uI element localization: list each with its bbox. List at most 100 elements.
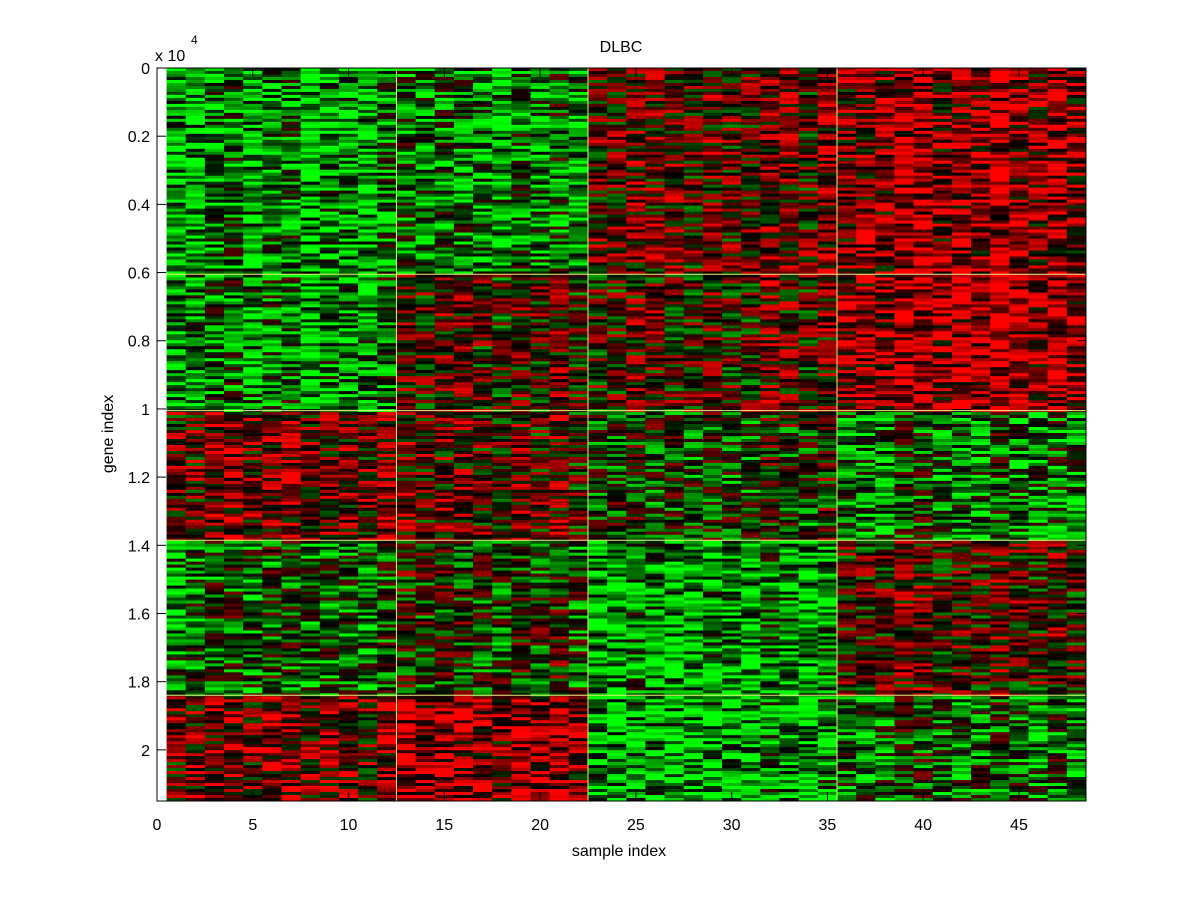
heatmap-cell [453,705,474,709]
heatmap-cell [243,441,263,446]
heatmap-cell [281,109,302,114]
heatmap-cell [204,537,225,542]
heatmap-cell [166,636,187,640]
heatmap-cell [492,684,512,688]
heatmap-cell [377,495,397,500]
heatmap-cell [224,594,244,598]
heatmap-cell [300,139,321,144]
heatmap-cell [338,373,359,377]
heatmap-cell [396,202,416,207]
heatmap-cell [224,774,244,778]
heatmap-cell [549,253,570,257]
heatmap-cell [300,103,321,108]
heatmap-cell [319,148,340,153]
heatmap-cell [224,238,244,242]
heatmap-cell [511,624,531,628]
heatmap-cell [224,277,244,281]
heatmap-cell [492,316,512,320]
heatmap-cell [338,184,359,189]
heatmap-cell [377,127,397,132]
heatmap-cell [281,702,302,706]
heatmap-cell [300,729,321,733]
heatmap-cell [300,744,321,748]
heatmap-cell [396,106,416,111]
heatmap-cell [300,639,321,643]
heatmap-cell [243,516,263,521]
heatmap-cell [224,184,244,189]
heatmap-cell [338,618,359,622]
heatmap-cell [224,367,244,371]
heatmap-cell [281,127,302,132]
heatmap-cell [243,103,263,108]
heatmap-cell [453,525,474,530]
heatmap-cell [281,558,302,563]
heatmap-cell [415,567,436,572]
heatmap-cell [224,325,244,329]
heatmap-cell [415,639,436,643]
heatmap-cell [243,591,263,595]
heatmap-cell [492,283,512,287]
heatmap-cell [166,322,187,326]
heatmap-cell [358,759,378,763]
heatmap-cell [204,543,225,548]
heatmap-cell [434,777,455,781]
heatmap-cell [415,705,436,709]
heatmap-cell [281,301,302,305]
heatmap-cell [492,465,512,470]
heatmap-cell [300,196,321,201]
heatmap-cell [511,477,531,482]
heatmap-cell [338,394,359,398]
heatmap-cell [492,729,512,733]
heatmap-cell [281,438,302,443]
heatmap-cell [377,780,397,784]
heatmap-cell [204,792,225,796]
heatmap-cell [396,103,416,108]
heatmap-cell [319,310,340,314]
heatmap-cell [492,424,512,428]
heatmap-cell [338,501,359,506]
heatmap-cell [415,780,436,784]
heatmap-cell [185,298,206,302]
heatmap-cell [262,226,282,230]
heatmap-cell [549,247,570,251]
heatmap-cell [262,636,282,640]
heatmap-cell [185,88,206,93]
heatmap-cell [530,528,551,533]
heatmap-cell [262,352,282,356]
heatmap-cell [415,471,436,476]
heatmap-cell [511,786,531,790]
heatmap-cell [224,280,244,284]
heatmap-cell [358,385,378,389]
heatmap-cell [224,723,244,727]
heatmap-cell [300,325,321,329]
heatmap-cell [434,286,455,290]
heatmap-cell [281,208,302,213]
heatmap-cell [511,720,531,724]
heatmap-cell [358,540,378,545]
heatmap-cell [530,250,551,254]
heatmap-cell [319,777,340,781]
heatmap-cell [377,82,397,87]
heatmap-cell [473,205,493,210]
heatmap-cell [453,322,474,326]
heatmap-cell [262,133,282,138]
heatmap-cell [549,70,570,75]
heatmap-cell [473,220,493,224]
heatmap-cell [204,654,225,658]
heatmap-cell [166,355,187,359]
heatmap-cell [453,268,474,272]
heatmap-cell [204,337,225,341]
heatmap-cell [319,235,340,239]
heatmap-cell [377,648,397,652]
heatmap-cell [300,229,321,233]
heatmap-cell [530,624,551,628]
heatmap-cell [319,226,340,230]
heatmap-cell [319,588,340,592]
heatmap-cell [530,253,551,257]
heatmap-cell [453,139,474,144]
heatmap-cell [396,322,416,326]
heatmap-cell [511,253,531,257]
heatmap-cell [434,717,455,721]
heatmap-cell [224,310,244,314]
heatmap-cell [415,274,436,278]
